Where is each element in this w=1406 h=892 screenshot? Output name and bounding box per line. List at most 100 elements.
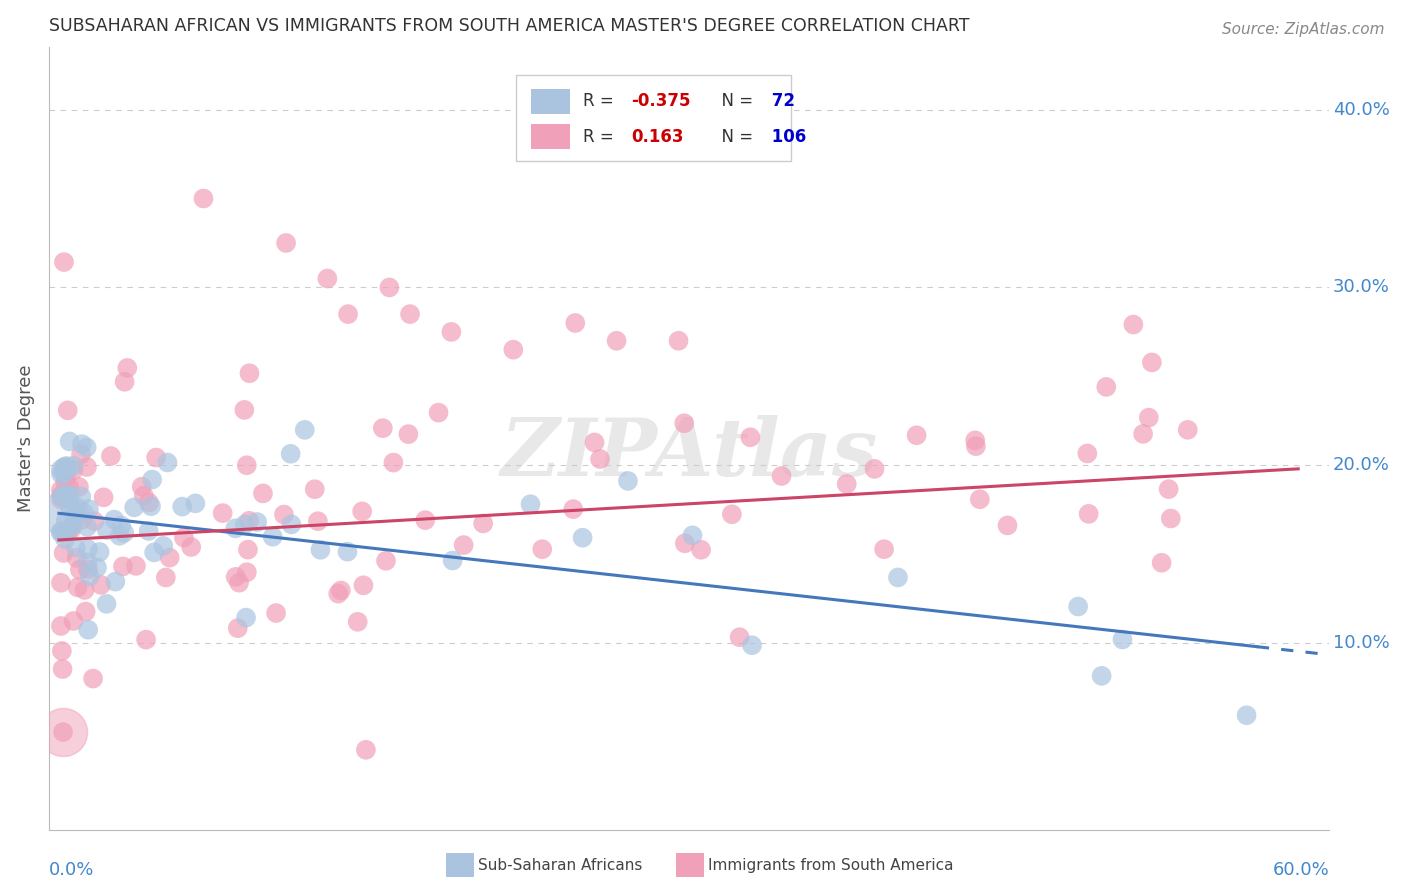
Point xyxy=(145,450,167,465)
Bar xyxy=(516,75,792,161)
Point xyxy=(184,496,207,510)
Point xyxy=(52,467,75,481)
Point xyxy=(52,546,75,560)
Point xyxy=(76,555,98,569)
Point xyxy=(193,192,215,206)
Point xyxy=(1091,669,1114,683)
Point xyxy=(55,467,77,482)
Point xyxy=(1077,507,1099,521)
Point xyxy=(969,492,991,507)
Point xyxy=(77,623,100,637)
Point xyxy=(49,524,72,539)
Text: -0.375: -0.375 xyxy=(631,93,690,111)
Point xyxy=(76,520,98,534)
Point xyxy=(66,580,89,594)
Text: 20.0%: 20.0% xyxy=(1333,457,1391,475)
Point xyxy=(112,525,135,540)
Point xyxy=(143,545,166,559)
Point xyxy=(51,492,73,507)
Point xyxy=(66,500,89,515)
Point xyxy=(589,452,612,467)
Point xyxy=(1160,511,1182,525)
Point xyxy=(53,460,76,475)
Point xyxy=(93,491,115,505)
Point xyxy=(236,458,259,473)
Point xyxy=(49,506,72,520)
Point xyxy=(905,428,928,442)
Point xyxy=(49,619,72,633)
Point xyxy=(337,307,360,321)
Point xyxy=(110,518,132,533)
Point xyxy=(104,574,127,589)
Text: 106: 106 xyxy=(766,128,806,145)
Point xyxy=(606,334,628,348)
Point xyxy=(617,474,640,488)
Point xyxy=(135,632,157,647)
Point xyxy=(65,541,87,555)
Point xyxy=(72,506,94,520)
Point xyxy=(1067,599,1090,614)
Bar xyxy=(531,124,569,149)
Point xyxy=(70,490,93,504)
Point xyxy=(52,725,75,739)
Point xyxy=(141,473,163,487)
Point xyxy=(224,521,246,535)
Bar xyxy=(446,854,474,877)
Point xyxy=(378,280,401,294)
Text: 30.0%: 30.0% xyxy=(1333,278,1391,296)
Point xyxy=(67,480,90,494)
Point xyxy=(58,480,80,494)
Point xyxy=(307,514,329,528)
Point xyxy=(66,550,89,565)
Point xyxy=(49,483,72,497)
Point xyxy=(873,542,896,557)
Point xyxy=(59,521,82,535)
Point xyxy=(273,508,295,522)
Point xyxy=(863,462,886,476)
Point xyxy=(316,271,339,285)
Point xyxy=(226,621,249,635)
Point xyxy=(132,489,155,503)
Point xyxy=(70,513,93,527)
Point xyxy=(413,513,436,527)
Point xyxy=(83,514,105,528)
Point xyxy=(472,516,495,531)
Point xyxy=(76,441,98,455)
Point xyxy=(75,605,97,619)
Point xyxy=(82,672,104,686)
Point xyxy=(531,542,554,557)
Point xyxy=(62,458,84,473)
Point xyxy=(108,529,131,543)
Point xyxy=(1177,423,1199,437)
Point xyxy=(236,542,259,557)
Point xyxy=(62,614,84,628)
Point xyxy=(49,575,72,590)
Point xyxy=(172,500,194,514)
Point xyxy=(111,559,134,574)
Text: 10.0%: 10.0% xyxy=(1333,634,1389,652)
Point xyxy=(371,421,394,435)
Text: N =: N = xyxy=(710,128,752,145)
Point xyxy=(125,558,148,573)
Text: R =: R = xyxy=(582,128,619,145)
Point xyxy=(1122,318,1144,332)
Text: 40.0%: 40.0% xyxy=(1333,101,1391,119)
Point xyxy=(117,360,139,375)
Point xyxy=(55,458,77,473)
Point xyxy=(114,375,136,389)
Y-axis label: Master's Degree: Master's Degree xyxy=(17,365,35,512)
Point xyxy=(139,500,162,514)
Point xyxy=(51,662,73,676)
Point xyxy=(309,542,332,557)
Point xyxy=(396,427,419,442)
Point xyxy=(502,343,524,357)
Point xyxy=(770,469,793,483)
Point xyxy=(453,538,475,552)
Point xyxy=(69,563,91,577)
Point xyxy=(668,334,690,348)
Point xyxy=(1236,708,1258,723)
Point xyxy=(399,307,422,321)
Point xyxy=(65,507,87,521)
Point xyxy=(835,477,858,491)
Point xyxy=(89,545,111,559)
